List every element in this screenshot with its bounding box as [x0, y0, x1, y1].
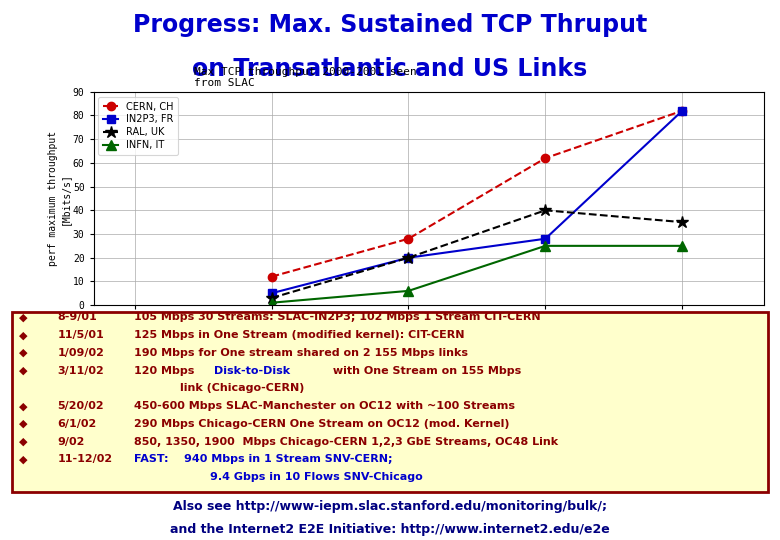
- Line: INFN, IT: INFN, IT: [267, 241, 687, 308]
- CERN, CH: [404, 235, 413, 242]
- Text: link (Chicago-CERN): link (Chicago-CERN): [180, 383, 304, 394]
- Text: and the Internet2 E2E Initiative: http://www.internet2.edu/e2e: and the Internet2 E2E Initiative: http:/…: [170, 523, 610, 536]
- RAL, UK: [541, 207, 550, 213]
- Text: 105 Mbps 30 Streams: SLAC-IN2P3; 102 Mbps 1 Stream CIT-CERN: 105 Mbps 30 Streams: SLAC-IN2P3; 102 Mbp…: [134, 313, 541, 322]
- Text: 3/11/02: 3/11/02: [58, 366, 105, 376]
- Text: ◆: ◆: [20, 366, 28, 376]
- Line: RAL, UK: RAL, UK: [265, 204, 689, 304]
- Text: ◆: ◆: [20, 437, 28, 447]
- Text: 120 Mbps: 120 Mbps: [134, 366, 198, 376]
- Text: 450-600 Mbps SLAC-Manchester on OC12 with ~100 Streams: 450-600 Mbps SLAC-Manchester on OC12 wit…: [134, 401, 515, 411]
- Legend: CERN, CH, IN2P3, FR, RAL, UK, INFN, IT: CERN, CH, IN2P3, FR, RAL, UK, INFN, IT: [98, 97, 178, 155]
- IN2P3, FR: [267, 290, 276, 296]
- INFN, IT: [678, 242, 687, 249]
- Text: 11-12/02: 11-12/02: [58, 454, 112, 464]
- Text: ◆: ◆: [20, 330, 28, 340]
- Text: 5/20/02: 5/20/02: [58, 401, 104, 411]
- INFN, IT: [541, 242, 550, 249]
- Text: with One Stream on 155 Mbps: with One Stream on 155 Mbps: [329, 366, 521, 376]
- Text: 1/09/02: 1/09/02: [58, 348, 105, 358]
- Text: Disk-to-Disk: Disk-to-Disk: [215, 366, 290, 376]
- Text: on Transatlantic and US Links: on Transatlantic and US Links: [193, 57, 587, 82]
- INFN, IT: [267, 300, 276, 306]
- Text: ◆: ◆: [20, 348, 28, 358]
- INFN, IT: [404, 288, 413, 294]
- Text: 6/1/02: 6/1/02: [58, 419, 97, 429]
- RAL, UK: [267, 295, 276, 301]
- Text: 190 Mbps for One stream shared on 2 155 Mbps links: 190 Mbps for One stream shared on 2 155 …: [134, 348, 468, 358]
- Line: CERN, CH: CERN, CH: [268, 106, 686, 281]
- Text: Progress: Max. Sustained TCP Thruput: Progress: Max. Sustained TCP Thruput: [133, 13, 647, 37]
- Text: ◆: ◆: [20, 419, 28, 429]
- Text: 9/02: 9/02: [58, 437, 85, 447]
- Text: 11/5/01: 11/5/01: [58, 330, 105, 340]
- Text: 290 Mbps Chicago-CERN One Stream on OC12 (mod. Kernel): 290 Mbps Chicago-CERN One Stream on OC12…: [134, 419, 509, 429]
- Text: ◆: ◆: [20, 313, 28, 322]
- Line: IN2P3, FR: IN2P3, FR: [268, 106, 686, 298]
- FancyBboxPatch shape: [12, 312, 768, 492]
- Text: 125 Mbps in One Stream (modified kernel): CIT-CERN: 125 Mbps in One Stream (modified kernel)…: [134, 330, 464, 340]
- CERN, CH: [678, 107, 687, 114]
- Text: Also see http://www-iepm.slac.stanford.edu/monitoring/bulk/;: Also see http://www-iepm.slac.stanford.e…: [173, 501, 607, 514]
- RAL, UK: [678, 219, 687, 225]
- IN2P3, FR: [541, 235, 550, 242]
- Text: ◆: ◆: [20, 454, 28, 464]
- Text: Max TCP throughput 2000-2001 seen
from SLAC: Max TCP throughput 2000-2001 seen from S…: [194, 66, 417, 88]
- RAL, UK: [404, 254, 413, 261]
- Text: ◆: ◆: [20, 401, 28, 411]
- Text: 850, 1350, 1900  Mbps Chicago-CERN 1,2,3 GbE Streams, OC48 Link: 850, 1350, 1900 Mbps Chicago-CERN 1,2,3 …: [134, 437, 558, 447]
- IN2P3, FR: [404, 254, 413, 261]
- Y-axis label: perf maximum throughput
[Mbits/s]: perf maximum throughput [Mbits/s]: [48, 131, 70, 266]
- CERN, CH: [267, 273, 276, 280]
- IN2P3, FR: [678, 107, 687, 114]
- Text: FAST:    940 Mbps in 1 Stream SNV-CERN;: FAST: 940 Mbps in 1 Stream SNV-CERN;: [134, 454, 392, 464]
- Text: 8-9/01: 8-9/01: [58, 313, 98, 322]
- Text: 9.4 Gbps in 10 Flows SNV-Chicago: 9.4 Gbps in 10 Flows SNV-Chicago: [211, 472, 423, 482]
- CERN, CH: [541, 155, 550, 161]
